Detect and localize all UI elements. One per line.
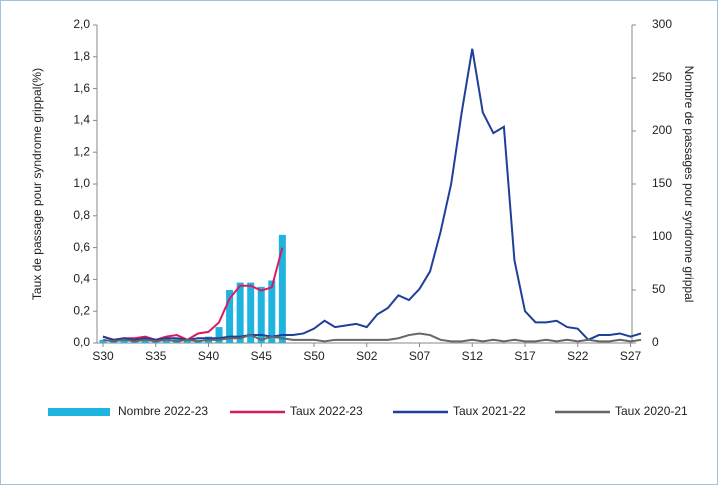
- x-tick-label: S40: [198, 349, 220, 363]
- y-tick-label: 1,0: [73, 176, 90, 190]
- bar: [162, 338, 170, 343]
- y-tick-label: 1,6: [73, 81, 90, 95]
- y-tick-label: 1,2: [73, 144, 90, 158]
- legend-label: Taux 2020-21: [615, 404, 688, 418]
- x-tick-label: S22: [567, 349, 589, 363]
- y-axis-label: Taux de passage pour syndrome grippal(%): [30, 68, 44, 300]
- y-tick-label: 1,4: [73, 113, 90, 127]
- bar: [141, 338, 149, 343]
- y-tick-label: 0,6: [73, 240, 90, 254]
- y2-axis-label: Nombre de passages pour syndrome grippal: [682, 66, 696, 303]
- x-tick-label: S07: [409, 349, 431, 363]
- x-tick-label: S12: [462, 349, 484, 363]
- x-tick-label: S30: [92, 349, 114, 363]
- x-tick-label: S35: [145, 349, 167, 363]
- legend-label: Nombre 2022-23: [118, 404, 208, 418]
- bar: [99, 339, 107, 343]
- y-tick-label: 0,4: [73, 272, 90, 286]
- x-tick-label: S27: [620, 349, 642, 363]
- line: [102, 48, 642, 342]
- x-tick-label: S50: [303, 349, 325, 363]
- legend-label: Taux 2022-23: [290, 404, 363, 418]
- x-tick-label: S02: [356, 349, 378, 363]
- y2-tick-label: 50: [652, 282, 666, 296]
- y-tick-label: 2,0: [73, 17, 90, 31]
- x-tick-label: S45: [251, 349, 273, 363]
- bar: [120, 339, 128, 343]
- y-tick-label: 0,0: [73, 335, 90, 349]
- line: [102, 247, 284, 341]
- y-tick-label: 1,8: [73, 49, 90, 63]
- y2-tick-label: 200: [652, 123, 672, 137]
- line: [102, 332, 642, 343]
- bar: [247, 282, 255, 343]
- y2-tick-label: 100: [652, 229, 672, 243]
- bar: [226, 290, 234, 343]
- y2-tick-label: 300: [652, 17, 672, 31]
- y-tick-label: 0,2: [73, 303, 90, 317]
- legend-label: Taux 2021-22: [453, 404, 526, 418]
- y2-tick-label: 250: [652, 70, 672, 84]
- bar: [183, 340, 191, 343]
- y-tick-label: 0,8: [73, 208, 90, 222]
- bar: [278, 234, 286, 343]
- x-tick-label: S17: [514, 349, 536, 363]
- y2-tick-label: 150: [652, 176, 672, 190]
- bar: [215, 327, 223, 343]
- bar: [268, 280, 276, 343]
- legend-swatch: [48, 408, 110, 416]
- bar: [236, 282, 244, 343]
- y2-tick-label: 0: [652, 335, 659, 349]
- bar: [257, 286, 265, 343]
